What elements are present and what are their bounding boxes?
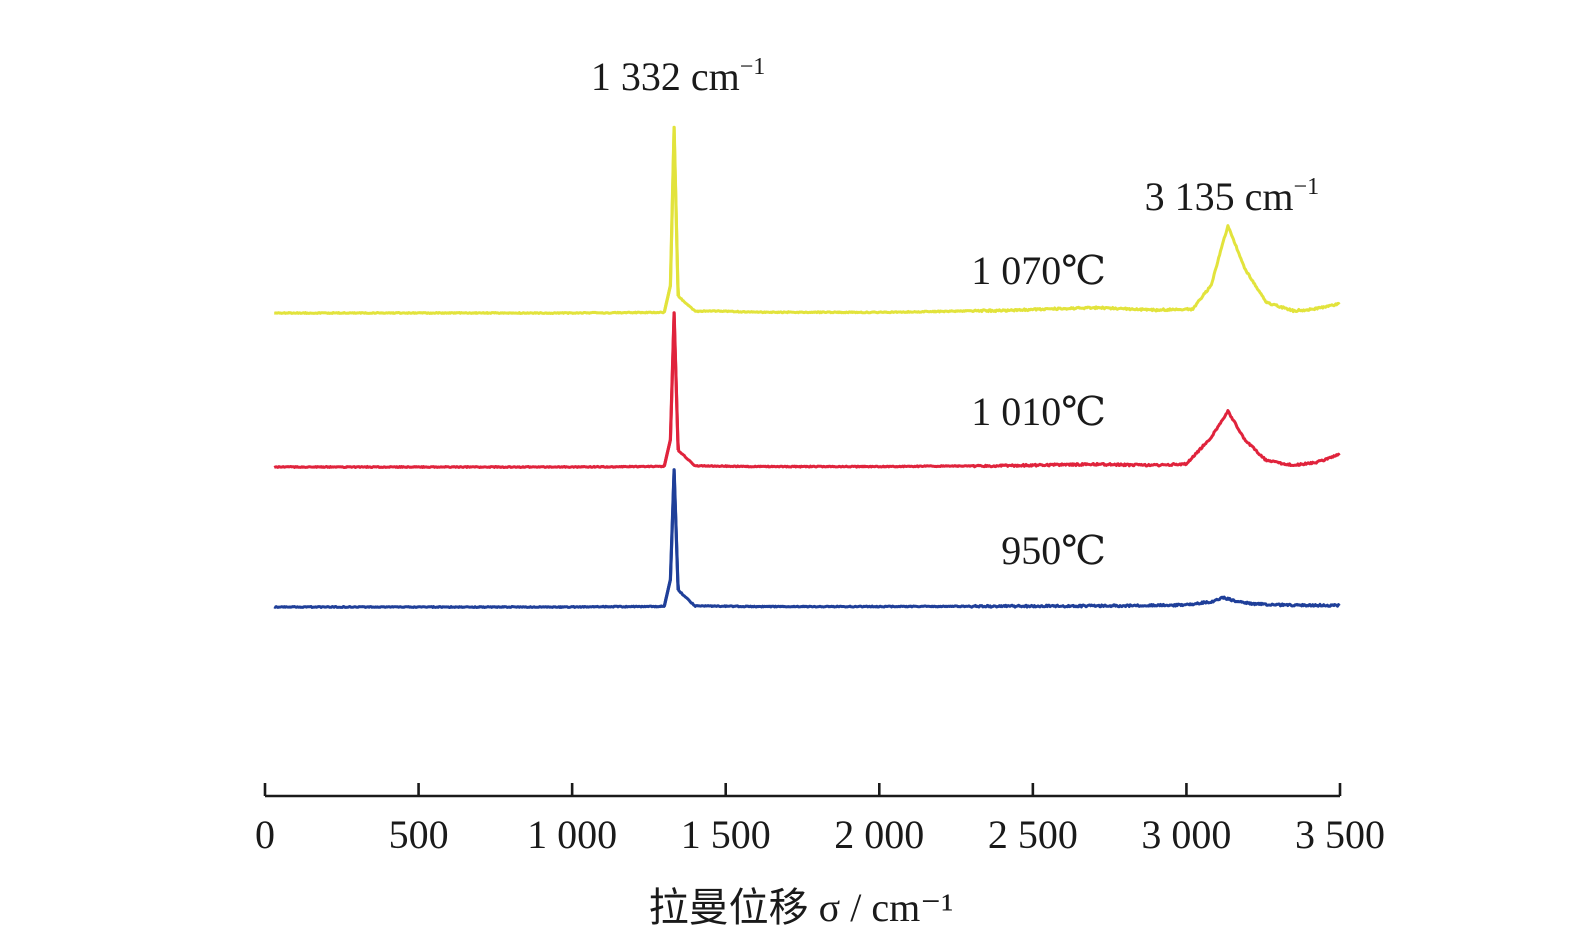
series-labels: 1 070℃ 1 010℃ 950℃ [971,248,1106,573]
series-label: 1 070℃ [971,248,1106,293]
peak-annotation: 3 135 cm−1 [1145,174,1319,219]
x-tick-label: 0 [255,812,275,857]
series-line-2 [273,468,1341,609]
x-tick-label: 2 000 [834,812,924,857]
series-line-0 [273,126,1341,315]
series-label: 1 010℃ [971,389,1106,434]
series-peak-2 [662,468,680,607]
series-peak-0 [662,125,680,313]
peak-annotation: 1 332 cm−1 [591,54,765,99]
series-peak-1 [662,311,680,467]
x-axis: 0 500 1 000 1 500 2 000 2 500 3 000 3 500 [255,783,1385,857]
x-tick-label: 3 500 [1295,812,1385,857]
x-axis-title: 拉曼位移 σ / cm⁻¹ [649,885,954,930]
series-lines [273,125,1341,609]
x-tick-label: 1 500 [681,812,771,857]
x-tick-label: 500 [389,812,449,857]
x-tick-label: 1 000 [527,812,617,857]
x-tick-label: 3 000 [1141,812,1231,857]
series-label: 950℃ [1001,528,1106,573]
peak-annotations: 1 332 cm−1 3 135 cm−1 [591,54,1319,219]
x-tick-label: 2 500 [988,812,1078,857]
series-line-1 [273,311,1341,469]
